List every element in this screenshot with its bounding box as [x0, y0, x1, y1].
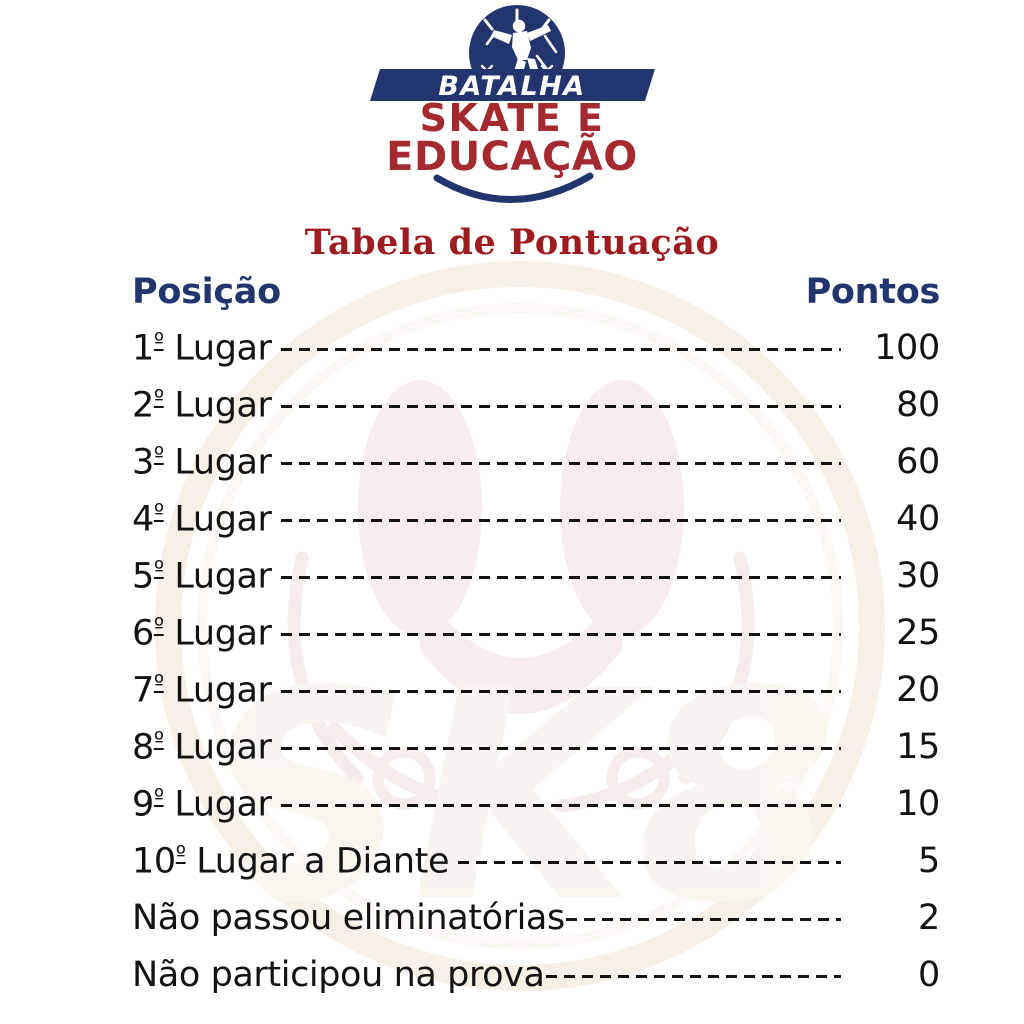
ordinal-indicator: º	[153, 328, 164, 354]
leader-dashes	[280, 633, 841, 636]
leader-dashes	[280, 405, 841, 408]
leader-dashes	[565, 918, 841, 921]
ordinal-indicator: º	[153, 670, 164, 696]
row-points-value: 80	[896, 385, 940, 425]
row-position-label: 8º Lugar	[132, 727, 272, 768]
leader-dashes	[280, 348, 841, 351]
row-position-label: 10º Lugar a Diante	[132, 841, 450, 882]
leader-dashes	[545, 975, 841, 978]
logo-line-educacao: EDUCAÇÃO	[386, 131, 638, 180]
leader-dashes	[280, 576, 841, 579]
table-row: 7º Lugar 20	[132, 662, 940, 719]
row-position-label: 9º Lugar	[132, 784, 272, 825]
row-points-value: 2	[918, 898, 940, 938]
leader-dashes	[458, 861, 841, 864]
row-points-value: 25	[896, 613, 940, 653]
row-position-label: 2º Lugar	[132, 385, 272, 426]
table-row: 3º Lugar 60	[132, 434, 940, 491]
row-points-value: 15	[896, 727, 940, 767]
ordinal-indicator: º	[153, 499, 164, 525]
svg-text:BATALHA: BATALHA	[438, 71, 585, 102]
row-points-value: 60	[896, 442, 940, 482]
ordinal-indicator: º	[175, 841, 186, 867]
leader-dashes	[280, 519, 841, 522]
table-header-row: Posição Pontos	[132, 272, 940, 320]
row-position-label: 6º Lugar	[132, 613, 272, 654]
ordinal-indicator: º	[153, 727, 164, 753]
scoring-table: Posição Pontos 1º Lugar 100 2º Lugar 80 3º L…	[132, 272, 940, 1004]
leader-dashes	[280, 747, 841, 750]
batalha-skate-educacao-logo: BATALHA SKATE E EDUCAÇÃO	[0, 0, 1024, 222]
table-row: 4º Lugar 40	[132, 491, 940, 548]
table-row: 1º Lugar 100	[132, 320, 940, 377]
row-position-label: 5º Lugar	[132, 556, 272, 597]
leader-dashes	[280, 804, 841, 807]
table-row: 9º Lugar 10	[132, 776, 940, 833]
ordinal-indicator: º	[153, 613, 164, 639]
row-points-value: 30	[896, 556, 940, 596]
table-row: 5º Lugar 30	[132, 548, 940, 605]
row-position-label: 1º Lugar	[132, 328, 272, 369]
column-header-position: Posição	[132, 272, 281, 312]
table-body: 1º Lugar 100 2º Lugar 80 3º Lugar 60 4º Lugar 4…	[132, 320, 940, 1004]
ordinal-indicator: º	[153, 556, 164, 582]
row-position-label: 3º Lugar	[132, 442, 272, 483]
logo-line-skate-e: SKATE E	[420, 96, 605, 140]
column-header-points: Pontos	[805, 272, 941, 312]
row-points-value: 0	[918, 955, 940, 995]
arc-underline	[433, 172, 594, 203]
leader-dashes	[280, 690, 841, 693]
row-position-label: 4º Lugar	[132, 499, 272, 540]
page-title: Tabela de Pontuação	[304, 222, 720, 263]
row-points-value: 5	[918, 841, 940, 881]
table-row: 8º Lugar 15	[132, 719, 940, 776]
row-position-label: Não passou eliminatórias	[132, 898, 565, 938]
ordinal-indicator: º	[153, 442, 164, 468]
batalha-ribbon: BATALHA	[370, 69, 655, 102]
leader-dashes	[280, 462, 841, 465]
ordinal-indicator: º	[153, 385, 164, 411]
row-points-value: 100	[874, 328, 940, 368]
row-points-value: 40	[896, 499, 940, 539]
row-position-label: 7º Lugar	[132, 670, 272, 711]
table-row: Não passou eliminatórias 2	[132, 890, 940, 947]
table-row: 2º Lugar 80	[132, 377, 940, 434]
row-position-label: Não participou na prova	[132, 955, 545, 995]
table-row: Não participou na prova 0	[132, 947, 940, 1004]
row-points-value: 10	[896, 784, 940, 824]
table-row: 10º Lugar a Diante 5	[132, 833, 940, 890]
table-row: 6º Lugar 25	[132, 605, 940, 662]
row-points-value: 20	[896, 670, 940, 710]
ordinal-indicator: º	[153, 784, 164, 810]
